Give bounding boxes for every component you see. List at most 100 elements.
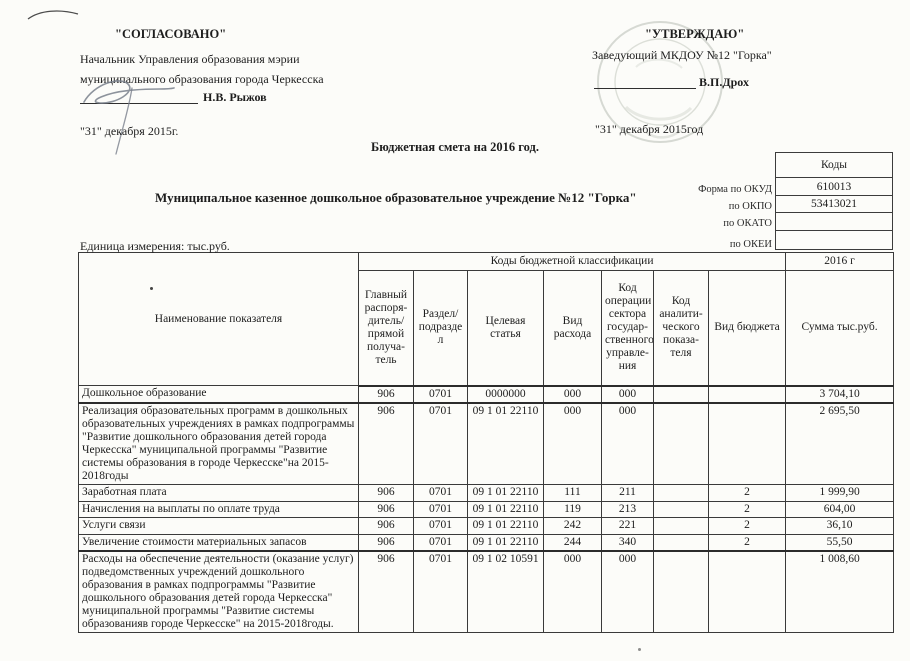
table-row: Увеличение стоимости материальных запасо… bbox=[78, 533, 895, 552]
cell-analytic bbox=[653, 484, 709, 502]
cell-analytic bbox=[653, 517, 709, 535]
cell-target: 09 1 01 22110 bbox=[467, 533, 544, 552]
cell-sum: 2 695,50 bbox=[785, 402, 895, 485]
cell-target: 09 1 01 22110 bbox=[467, 484, 544, 502]
code-value-okud: 610013 bbox=[775, 177, 893, 196]
cell-sum: 1 999,90 bbox=[785, 484, 895, 502]
cell-name: Заработная плата bbox=[78, 484, 359, 502]
cell-sum: 3 704,10 bbox=[785, 385, 895, 404]
cell-razdel: 0701 bbox=[413, 500, 468, 518]
cell-target: 09 1 01 22110 bbox=[467, 402, 544, 485]
cell-budget: 2 bbox=[707, 500, 787, 518]
code-label-okato: по ОКАТО bbox=[723, 218, 772, 229]
budget-table: Наименование показателя Коды бюджетной к… bbox=[78, 252, 895, 633]
col-header-razdel: Раздел/ подразде л bbox=[413, 270, 468, 387]
cell-vid: 244 bbox=[543, 533, 602, 552]
table-row: Начисления на выплаты по оплате труда 90… bbox=[78, 500, 895, 518]
agreed-signature-icon bbox=[83, 80, 175, 155]
cell-grbs: 906 bbox=[358, 533, 414, 552]
stamp-icon bbox=[597, 21, 723, 143]
code-value-okato bbox=[775, 212, 893, 231]
col-header-target: Целевая статья bbox=[467, 270, 544, 387]
cell-name: Увеличение стоимости материальных запасо… bbox=[78, 533, 359, 552]
cell-razdel: 0701 bbox=[413, 550, 468, 633]
cell-budget bbox=[707, 550, 787, 633]
col-header-name: Наименование показателя bbox=[78, 252, 359, 386]
cell-kosgu: 211 bbox=[601, 484, 654, 502]
cell-grbs: 906 bbox=[358, 500, 414, 518]
cell-name: Услуги связи bbox=[78, 517, 359, 535]
cell-vid: 119 bbox=[543, 500, 602, 518]
code-value-okei bbox=[775, 230, 893, 250]
cell-razdel: 0701 bbox=[413, 385, 468, 404]
code-label-okud: Форма по ОКУД bbox=[698, 184, 772, 195]
cell-vid: 000 bbox=[543, 550, 602, 633]
cell-sum: 1 008,60 bbox=[785, 550, 895, 633]
table-row: Реализация образовательных программ в до… bbox=[78, 402, 895, 485]
cell-name: Расходы на обеспечение деятельности (ока… bbox=[78, 550, 359, 633]
col-header-grbs: Главный распоря- дитель/ прямой получа- … bbox=[358, 270, 414, 387]
cell-target: 09 1 02 10591 bbox=[467, 550, 544, 633]
codes-box: Коды 610013 53413021 bbox=[775, 152, 893, 250]
cell-kosgu: 000 bbox=[601, 550, 654, 633]
cell-kosgu: 221 bbox=[601, 517, 654, 535]
approved-signature-line bbox=[594, 73, 696, 89]
cell-target: 0000000 bbox=[467, 385, 544, 404]
approved-line1: Заведующий МКДОУ №12 "Горка" bbox=[592, 48, 772, 62]
cell-sum: 604,00 bbox=[785, 500, 895, 518]
cell-analytic bbox=[653, 402, 709, 485]
cell-kosgu: 213 bbox=[601, 500, 654, 518]
organization-name: Муниципальное казенное дошкольное образо… bbox=[155, 190, 637, 205]
unit-of-measure: Единица измерения: тыс.руб. bbox=[80, 239, 230, 253]
cell-analytic bbox=[653, 385, 709, 404]
cell-razdel: 0701 bbox=[413, 517, 468, 535]
cell-kosgu: 000 bbox=[601, 385, 654, 404]
col-header-sum: Сумма тыс.руб. bbox=[785, 270, 895, 387]
code-label-okpo: по ОКПО bbox=[728, 201, 772, 212]
approved-date: "31" декабря 2015год bbox=[595, 122, 704, 136]
col-header-budget: Вид бюджета bbox=[707, 270, 787, 387]
cell-razdel: 0701 bbox=[413, 402, 468, 485]
agreed-date: "31" декабря 2015г. bbox=[80, 124, 179, 138]
agreed-signer-name: Н.В. Рыжов bbox=[203, 90, 267, 104]
col-header-kosgu: Код операции сектора государ- ственного … bbox=[601, 270, 654, 387]
col-group-header: Коды бюджетной классификации bbox=[357, 252, 787, 271]
cell-analytic bbox=[653, 533, 709, 552]
cell-kosgu: 340 bbox=[601, 533, 654, 552]
cell-grbs: 906 bbox=[358, 517, 414, 535]
table-row: Услуги связи 906 0701 09 1 01 22110 242 … bbox=[78, 517, 895, 535]
cell-target: 09 1 01 22110 bbox=[467, 517, 544, 535]
code-value-okpo: 53413021 bbox=[775, 195, 893, 213]
cell-kosgu: 000 bbox=[601, 402, 654, 485]
table-row: Расходы на обеспечение деятельности (ока… bbox=[78, 550, 895, 633]
col-header-year: 2016 г bbox=[785, 252, 895, 271]
approved-title: "УТВЕРЖДАЮ" bbox=[645, 27, 745, 41]
cell-grbs: 906 bbox=[358, 385, 414, 404]
agreed-signature-line bbox=[80, 88, 198, 104]
cell-budget: 2 bbox=[707, 484, 787, 502]
cell-analytic bbox=[653, 550, 709, 633]
cell-grbs: 906 bbox=[358, 402, 414, 485]
cell-budget: 2 bbox=[707, 517, 787, 535]
ink-speck bbox=[638, 648, 641, 651]
col-header-vid: Вид расхода bbox=[543, 270, 602, 387]
pen-mark bbox=[27, 10, 79, 20]
agreed-line1: Начальник Управления образования мэрии bbox=[80, 52, 300, 66]
cell-vid: 000 bbox=[543, 402, 602, 485]
cell-grbs: 906 bbox=[358, 484, 414, 502]
table-row: Заработная плата 906 0701 09 1 01 22110 … bbox=[78, 484, 895, 502]
cell-vid: 242 bbox=[543, 517, 602, 535]
code-label-okei: по ОКЕИ bbox=[729, 239, 772, 250]
cell-budget bbox=[707, 385, 787, 404]
agreed-line2: муниципального образования города Черкес… bbox=[80, 72, 324, 86]
table-row: Дошкольное образование 906 0701 0000000 … bbox=[78, 385, 895, 404]
cell-vid: 000 bbox=[543, 385, 602, 404]
cell-target: 09 1 01 22110 bbox=[467, 500, 544, 518]
cell-razdel: 0701 bbox=[413, 484, 468, 502]
cell-name: Реализация образовательных программ в до… bbox=[78, 402, 359, 485]
codes-box-header: Коды bbox=[775, 152, 893, 178]
cell-name: Дошкольное образование bbox=[78, 385, 359, 404]
agreed-title: "СОГЛАСОВАНО" bbox=[115, 27, 227, 41]
cell-grbs: 906 bbox=[358, 550, 414, 633]
